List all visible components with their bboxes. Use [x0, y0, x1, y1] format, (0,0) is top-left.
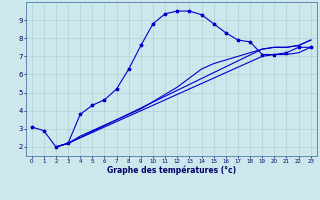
X-axis label: Graphe des températures (°c): Graphe des températures (°c) [107, 165, 236, 175]
